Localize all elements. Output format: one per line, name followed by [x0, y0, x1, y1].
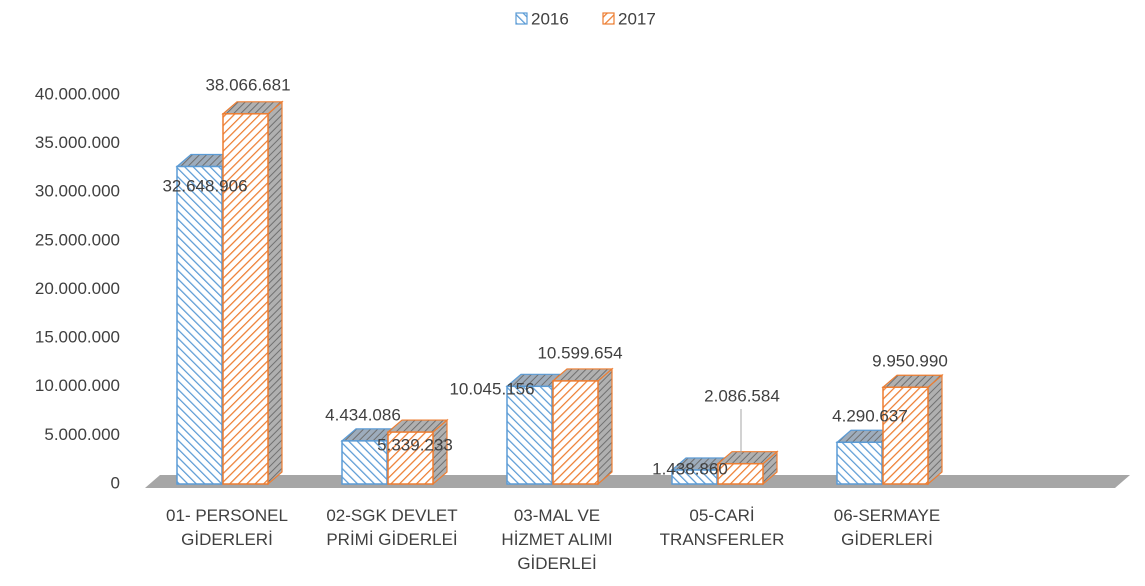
- x-tick-label: 03-MAL VE HİZMET ALIMI GİDERLEİ: [501, 506, 613, 573]
- y-tick-label: 30.000.000: [35, 182, 120, 201]
- bar: [221, 100, 284, 486]
- bar-front: [341, 440, 388, 485]
- bar-front: [882, 386, 929, 485]
- data-label: 4.290.637: [832, 406, 908, 425]
- bar: [551, 367, 614, 486]
- bar-side: [267, 100, 283, 486]
- y-tick-label: 15.000.000: [35, 328, 120, 347]
- bar-side: [597, 367, 613, 486]
- bar-side: [927, 373, 943, 486]
- bar-front: [717, 462, 764, 485]
- data-label: 32.648.906: [162, 176, 247, 195]
- x-tick-label: 06-SERMAYE GİDERLERİ: [833, 506, 941, 549]
- legend-swatch: [602, 12, 615, 25]
- data-label: 38.066.681: [205, 75, 290, 94]
- bar: [716, 450, 779, 486]
- data-label: 1.438.860: [652, 459, 728, 478]
- y-tick-label: 0: [111, 473, 120, 492]
- y-tick-label: 25.000.000: [35, 230, 120, 249]
- bar: [386, 418, 449, 486]
- bar-front: [552, 380, 599, 485]
- y-tick-label: 10.000.000: [35, 376, 120, 395]
- bar: [881, 373, 944, 486]
- bar-front: [506, 385, 553, 485]
- bar-front: [836, 441, 883, 485]
- data-label: 10.045.156: [449, 379, 534, 398]
- y-tick-label: 20.000.000: [35, 279, 120, 298]
- legend-label: 2017: [618, 9, 656, 28]
- x-tick-label: 02-SGK DEVLET PRİMİ GİDERLEİ: [326, 506, 458, 549]
- data-label: 4.434.086: [325, 405, 401, 424]
- y-tick-label: 35.000.000: [35, 133, 120, 152]
- data-label: 10.599.654: [537, 343, 622, 362]
- data-label: 2.086.584: [704, 386, 780, 405]
- legend-label: 2016: [531, 9, 569, 28]
- bar-front: [671, 469, 718, 485]
- y-tick-label: 5.000.000: [44, 425, 120, 444]
- bar-front: [176, 165, 223, 485]
- x-tick-label: 01- PERSONEL GİDERLERİ: [166, 506, 288, 549]
- floor: [145, 475, 1130, 488]
- x-tick-label: 05-CARİ TRANSFERLER: [659, 506, 785, 549]
- bar-front: [387, 431, 434, 485]
- data-label: 5.339.233: [377, 435, 453, 454]
- y-tick-label: 40.000.000: [35, 84, 120, 103]
- data-label: 9.950.990: [872, 351, 948, 370]
- bar-front: [222, 113, 269, 485]
- legend-swatch: [515, 12, 528, 25]
